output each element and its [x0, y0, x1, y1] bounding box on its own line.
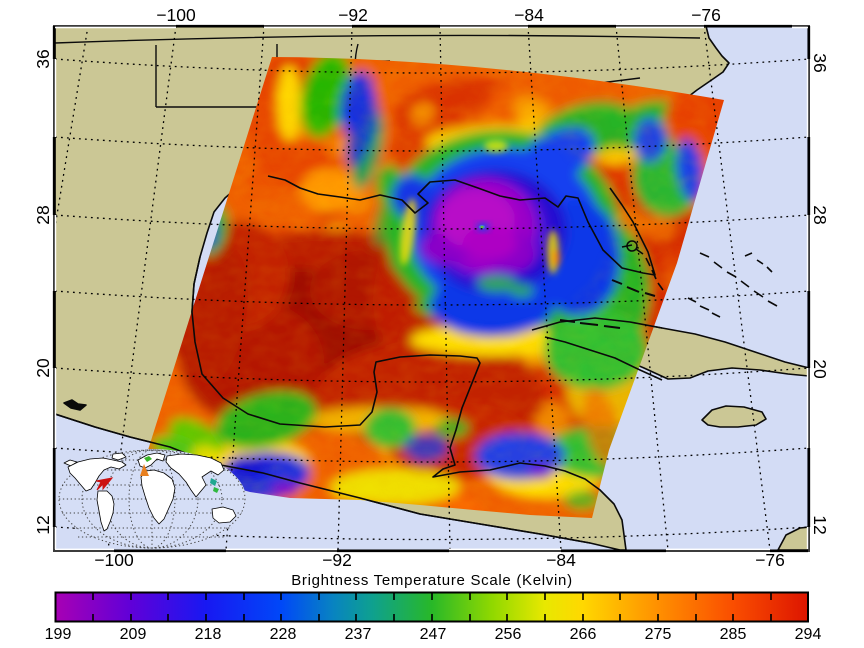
- svg-text:209: 209: [120, 626, 147, 643]
- svg-text:−84: −84: [514, 5, 544, 25]
- svg-text:256: 256: [495, 626, 522, 643]
- svg-text:−76: −76: [755, 550, 785, 570]
- svg-text:−100: −100: [94, 550, 134, 570]
- svg-text:28: 28: [810, 205, 830, 224]
- svg-text:20: 20: [33, 358, 53, 378]
- svg-text:20: 20: [810, 359, 830, 379]
- svg-text:−84: −84: [546, 550, 576, 570]
- svg-text:294: 294: [795, 626, 822, 643]
- svg-text:228: 228: [270, 626, 297, 643]
- svg-text:12: 12: [810, 515, 830, 534]
- svg-text:28: 28: [33, 205, 53, 224]
- svg-text:−92: −92: [322, 550, 352, 570]
- svg-text:266: 266: [570, 626, 597, 643]
- svg-text:12: 12: [33, 515, 53, 534]
- svg-text:247: 247: [420, 626, 447, 643]
- svg-text:36: 36: [33, 49, 53, 68]
- svg-text:285: 285: [720, 626, 747, 643]
- svg-text:218: 218: [195, 626, 222, 643]
- svg-text:275: 275: [645, 626, 672, 643]
- svg-text:−76: −76: [691, 5, 721, 25]
- svg-text:36: 36: [810, 53, 830, 72]
- svg-text:199: 199: [45, 626, 72, 643]
- svg-text:−100: −100: [156, 5, 196, 25]
- svg-text:Brightness Temperature Scale (: Brightness Temperature Scale (Kelvin): [291, 572, 573, 589]
- svg-text:−92: −92: [338, 5, 368, 25]
- svg-text:237: 237: [345, 626, 372, 643]
